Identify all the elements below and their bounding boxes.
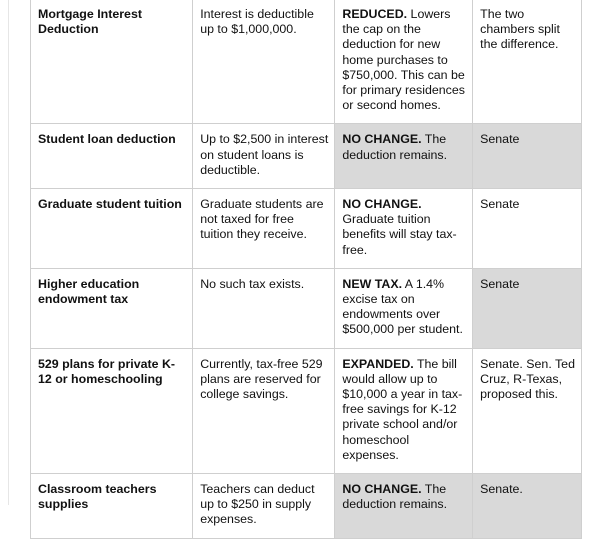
- origin-cell: Senate: [472, 123, 582, 190]
- origin-cell: Senate.: [472, 473, 582, 539]
- change-cell: EXPANDED. The bill would allow up to $10…: [334, 347, 474, 475]
- change-cell: REDUCED. Lowers the cap on the deduction…: [334, 0, 474, 125]
- provision-cell: Student loan deduction: [29, 123, 194, 190]
- current-law-cell: Graduate students are not taxed for free…: [192, 188, 336, 269]
- origin-cell: Senate: [472, 188, 582, 269]
- table-row: Classroom teachers supplies Teachers can …: [29, 473, 582, 539]
- table-row: Mortgage Interest Deduction Interest is d…: [29, 0, 582, 125]
- change-detail: Lowers the cap on the deduction for new …: [342, 7, 465, 113]
- provision-cell: Higher education endowment tax: [29, 267, 194, 349]
- change-status: NO CHANGE.: [342, 132, 422, 147]
- change-detail: A 1.4% excise tax on endowments over $50…: [342, 276, 463, 337]
- change-status: NO CHANGE.: [342, 197, 422, 212]
- table-row: 529 plans for private K-12 or homeschool…: [29, 347, 582, 475]
- table-row: Student loan deduction Up to $2,500 in in…: [29, 123, 582, 190]
- origin-cell: The two chambers split the difference.: [472, 0, 582, 125]
- change-cell: NO CHANGE. The deduction remains.: [334, 123, 474, 190]
- change-cell: NO CHANGE. The deduction remains.: [334, 473, 474, 539]
- change-status: EXPANDED.: [342, 356, 414, 371]
- current-law-cell: Teachers can deduct up to $250 in supply…: [192, 473, 336, 539]
- current-law-cell: Interest is deductible up to $1,000,000.: [192, 0, 336, 125]
- provision-cell: Mortgage Interest Deduction: [29, 0, 194, 125]
- change-status: NEW TAX.: [342, 276, 403, 291]
- table-row: Graduate student tuition Graduate student…: [29, 188, 582, 269]
- current-law-cell: Currently, tax-free 529 plans are reserv…: [192, 347, 336, 475]
- current-law-cell: No such tax exists.: [192, 267, 336, 349]
- tax-table: Mortgage Interest Deduction Interest is d…: [29, 0, 582, 539]
- origin-cell: Senate. Sen. Ted Cruz, R-Texas, proposed…: [472, 347, 582, 475]
- page: {"table": {"rows": [ {"provision": "Mort…: [8, 0, 582, 539]
- change-status: NO CHANGE.: [342, 482, 422, 497]
- change-status: REDUCED.: [342, 7, 408, 21]
- change-detail: The deduction remains.: [342, 132, 448, 162]
- provision-cell: Classroom teachers supplies: [29, 473, 194, 539]
- change-cell: NEW TAX. A 1.4% excise tax on endowments…: [334, 267, 474, 349]
- provision-cell: Graduate student tuition: [29, 188, 194, 269]
- change-detail: Graduate tuition benefits will stay tax-…: [342, 212, 457, 257]
- current-law-cell: Up to $2,500 in interest on student loan…: [192, 123, 336, 190]
- origin-cell: Senate: [472, 267, 582, 349]
- page-edge: [8, 0, 9, 505]
- change-cell: NO CHANGE. Graduate tuition benefits wil…: [334, 188, 474, 269]
- table-row: Higher education endowment tax No such ta…: [29, 267, 582, 349]
- change-detail: The bill would allow up to $10,000 a yea…: [342, 356, 463, 462]
- table-body: Mortgage Interest Deduction Interest is d…: [29, 0, 582, 539]
- provision-cell: 529 plans for private K-12 or homeschool…: [29, 347, 194, 475]
